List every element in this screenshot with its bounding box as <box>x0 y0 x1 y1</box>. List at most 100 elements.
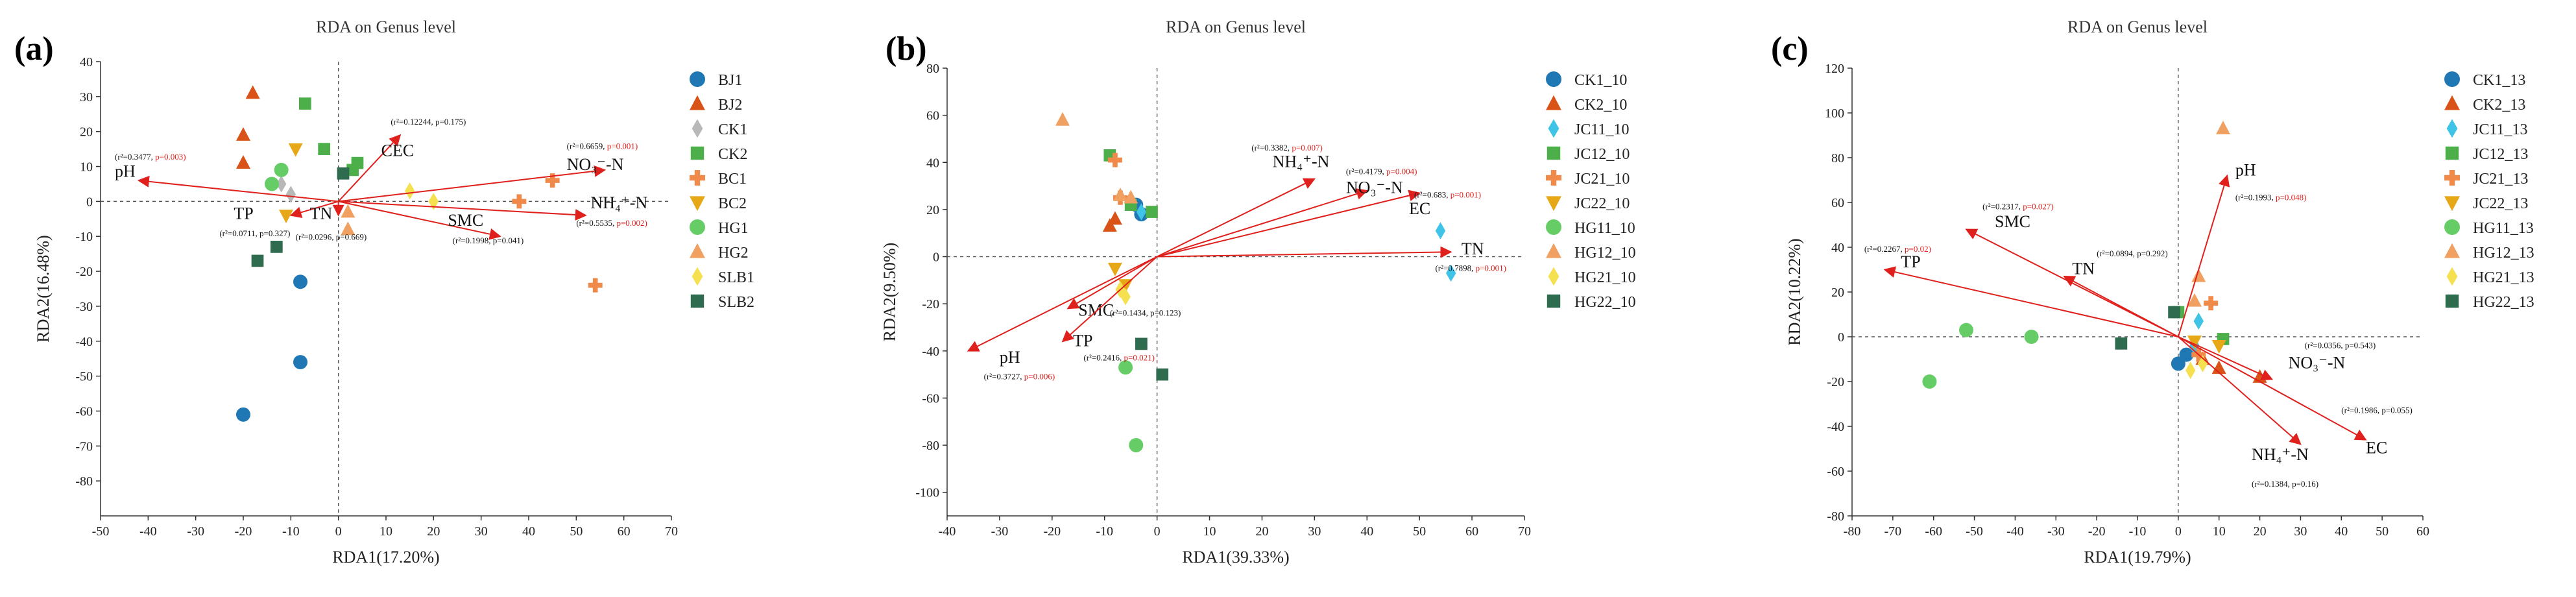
env-vector-stat: (r²=0.2416, p=0.021) <box>1083 352 1155 362</box>
env-vector-label: NH₄⁺-N <box>1273 152 1330 171</box>
env-vector-arrow <box>137 175 339 202</box>
env-vector-arrow <box>2178 336 2367 441</box>
env-vector-label: NH₄⁺-N <box>2252 445 2309 464</box>
data-point <box>2024 330 2039 344</box>
env-vector-stat: (r²=0.1993, p=0.048) <box>2235 193 2307 202</box>
legend-label: JC12_10 <box>1574 146 1630 163</box>
x-tick-label: 50 <box>1413 524 1426 539</box>
x-tick-label: 40 <box>522 524 535 539</box>
y-axis-label: RDA2(10.22%) <box>1785 238 1804 345</box>
data-point <box>341 204 355 218</box>
x-tick-label: -40 <box>2006 524 2024 539</box>
x-tick-label: 50 <box>2376 524 2389 539</box>
env-vector-arrow <box>1157 246 1452 258</box>
env-vector-stat: (r²=0.0356, p=0.543) <box>2305 340 2376 350</box>
y-tick-label: 40 <box>1831 241 1844 255</box>
data-point <box>1446 264 1456 282</box>
legend-marker <box>1546 196 1561 212</box>
x-tick-label: -40 <box>139 524 157 539</box>
data-point <box>1118 360 1133 375</box>
x-tick-label: -20 <box>1043 524 1061 539</box>
x-tick-label: -30 <box>187 524 204 539</box>
x-tick-label: 10 <box>379 524 392 539</box>
env-vector-stat: (r²=0.683, p=0.001) <box>1414 190 1481 200</box>
legend-label: BJ2 <box>718 97 742 114</box>
env-vector-label: TP <box>1901 252 1920 271</box>
data-point <box>545 173 560 188</box>
x-tick-label: 20 <box>2254 524 2267 539</box>
data-point <box>1129 438 1144 453</box>
env-vector-stat: (r²=0.1384, p=0.16) <box>2252 479 2318 489</box>
panel-label: (b) <box>885 30 927 67</box>
legend-marker <box>1546 170 1561 186</box>
legend-marker <box>2446 267 2458 286</box>
data-point <box>274 162 289 177</box>
legend-label: CK1 <box>718 121 747 138</box>
y-tick-label: -20 <box>922 297 939 311</box>
env-vector-stat: (r²=0.1434, p=0.123) <box>1110 308 1181 317</box>
env-vector-stat: (r²=0.0296, p=0.669) <box>296 232 367 242</box>
env-vector-arrow <box>289 201 339 218</box>
y-tick-label: 60 <box>1831 196 1844 210</box>
y-tick-label: 0 <box>933 250 939 265</box>
y-tick-label: 30 <box>80 90 93 104</box>
legend-label: SLB2 <box>718 294 754 311</box>
data-point <box>276 175 287 193</box>
legend-label: BJ1 <box>718 72 742 89</box>
x-tick-label: 20 <box>1255 524 1268 539</box>
x-tick-label: 20 <box>427 524 440 539</box>
legend-marker <box>1547 294 1561 308</box>
legend-label: CK2_13 <box>2473 97 2525 114</box>
x-tick-label: 60 <box>2416 524 2429 539</box>
data-point <box>279 210 293 224</box>
legend-label: HG22_13 <box>2473 294 2534 311</box>
env-vector-arrow <box>1061 256 1158 343</box>
legend-marker <box>690 146 704 160</box>
y-tick-label: 0 <box>1838 330 1844 345</box>
y-tick-label: 40 <box>926 156 939 170</box>
x-tick-label: -10 <box>1096 524 1113 539</box>
env-vector-arrow <box>2177 174 2230 337</box>
y-tick-label: 20 <box>1831 286 1844 300</box>
env-vector-label: pH <box>115 162 136 181</box>
data-point <box>251 254 264 267</box>
y-tick-label: 100 <box>1825 106 1844 121</box>
data-point <box>2179 347 2194 362</box>
legend-label: JC22_10 <box>1574 195 1630 212</box>
y-tick-label: 10 <box>80 160 93 175</box>
legend-label: HG11_13 <box>2473 220 2534 237</box>
x-tick-label: -20 <box>235 524 252 539</box>
x-tick-label: -30 <box>2047 524 2065 539</box>
x-tick-label: -70 <box>1884 524 1902 539</box>
data-point <box>1107 262 1122 276</box>
legend-marker <box>690 294 704 308</box>
legend-label: CK1_10 <box>1574 72 1627 89</box>
env-vector-arrow <box>1883 266 2179 337</box>
x-axis-label: RDA1(17.20%) <box>332 548 439 567</box>
data-point <box>404 182 415 200</box>
data-point <box>265 177 279 191</box>
x-tick-label: -50 <box>1966 524 1983 539</box>
env-vector-label: SMC <box>1995 212 2030 231</box>
y-tick-label: -40 <box>75 335 93 349</box>
y-tick-label: -60 <box>75 404 93 419</box>
panel-label: (a) <box>14 30 54 67</box>
x-tick-label: 40 <box>2335 524 2348 539</box>
env-vector-label: EC <box>1409 199 1430 218</box>
x-tick-label: -30 <box>991 524 1009 539</box>
data-point <box>1435 222 1446 239</box>
y-tick-label: 0 <box>86 195 93 209</box>
x-axis-label: RDA1(19.79%) <box>2084 548 2191 567</box>
y-tick-label: -80 <box>75 474 93 489</box>
env-vector-arrow <box>967 256 1158 352</box>
legend-marker <box>1546 219 1561 235</box>
legend-label: BC2 <box>718 195 747 212</box>
y-tick-label: 120 <box>1825 62 1844 76</box>
legend-marker <box>2444 219 2460 235</box>
env-vector-arrow <box>2063 275 2179 337</box>
data-point <box>2185 361 2196 379</box>
legend-marker <box>2445 146 2459 160</box>
data-point <box>1135 337 1148 350</box>
chart-title: RDA on Genus level <box>2067 18 2208 36</box>
env-vector-stat: (r²=0.1998, p=0.041) <box>453 236 524 245</box>
